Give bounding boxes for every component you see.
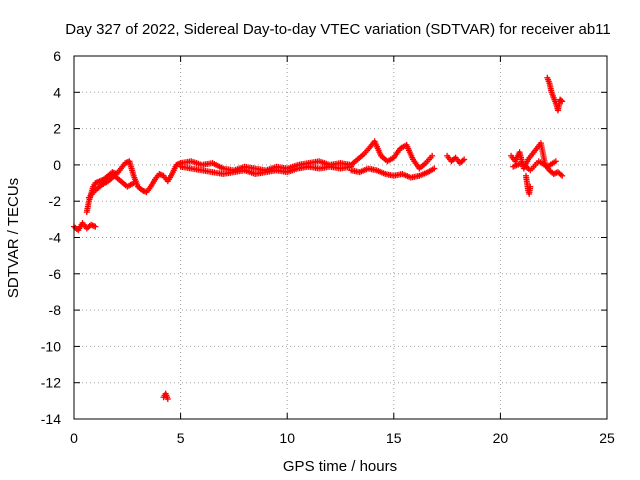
y-tick-label: 0 xyxy=(53,157,61,173)
data-point xyxy=(164,396,171,403)
x-axis-label: GPS time / hours xyxy=(283,458,397,475)
y-tick-label: 6 xyxy=(53,48,61,64)
ticks: 0 5 10 15 20 25 -14 -12 -10 -8 -6 -4 -2 0 2 4 6 xyxy=(41,48,615,446)
x-tick-label: 15 xyxy=(386,430,402,446)
y-tick-label: -2 xyxy=(49,193,62,209)
plot-area xyxy=(74,56,607,419)
y-tick-label: 4 xyxy=(53,84,61,100)
data-point xyxy=(461,156,468,163)
data-point xyxy=(559,172,566,179)
data-points xyxy=(71,74,566,403)
data-point xyxy=(429,152,436,159)
grid xyxy=(74,56,607,419)
data-point xyxy=(527,183,534,190)
x-tick-label: 10 xyxy=(279,430,295,446)
data-point xyxy=(558,97,565,104)
x-tick-label: 0 xyxy=(70,430,78,446)
y-tick-label: -10 xyxy=(41,338,61,354)
data-point xyxy=(552,158,559,165)
y-tick-label: 2 xyxy=(53,121,61,137)
y-tick-label: -6 xyxy=(49,266,62,282)
data-point xyxy=(130,180,137,187)
y-axis-label: SDTVAR / TECUs xyxy=(5,178,22,298)
x-tick-label: 20 xyxy=(493,430,509,446)
y-tick-label: -8 xyxy=(49,302,62,318)
chart-title: Day 327 of 2022, Sidereal Day-to-day VTE… xyxy=(65,21,611,38)
data-point xyxy=(559,98,566,105)
data-point xyxy=(431,165,438,172)
y-tick-label: -4 xyxy=(49,230,62,246)
data-point xyxy=(92,223,99,230)
y-tick-label: -14 xyxy=(41,411,61,427)
y-tick-label: -12 xyxy=(41,375,61,391)
x-tick-label: 25 xyxy=(599,430,615,446)
x-tick-label: 5 xyxy=(177,430,185,446)
